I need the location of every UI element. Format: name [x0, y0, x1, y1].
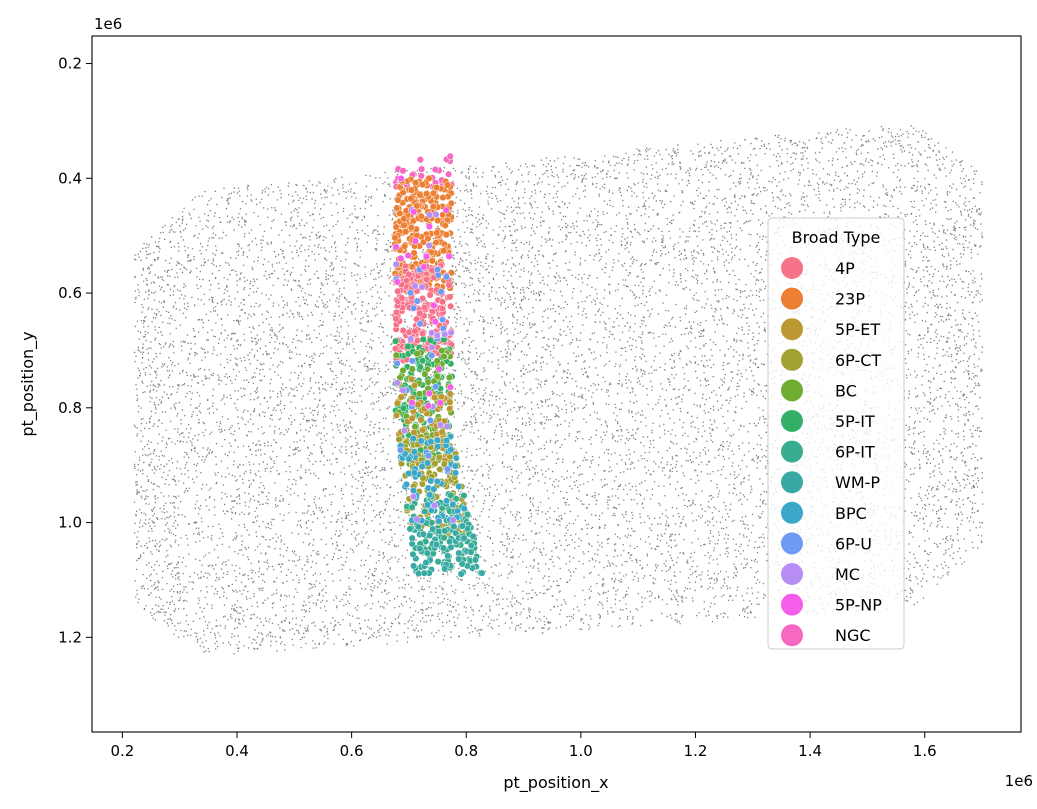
legend-marker: [781, 257, 803, 279]
y-tick-label: 0.4: [58, 169, 82, 187]
legend-title: Broad Type: [792, 228, 881, 247]
legend-marker: [781, 532, 803, 555]
legend-entry-label: MC: [835, 565, 860, 584]
legend-marker: [781, 471, 803, 494]
y-tick-label: 0.6: [58, 284, 82, 302]
legend-entry-label: BC: [835, 381, 857, 400]
x-tick-label: 0.2: [110, 742, 134, 760]
plot-frame: [91, 35, 1022, 733]
y-axis-ticks: 0.2 0.4 0.6 0.8 1.0 1.2: [58, 55, 92, 646]
y-axis-label: pt_position_y: [18, 331, 38, 436]
legend-marker: [781, 410, 803, 432]
legend-entry-label: 6P-U: [835, 534, 872, 553]
x-tick-label: 1.2: [684, 742, 708, 760]
x-tick-label: 0.4: [225, 742, 249, 760]
x-tick-label: 1.4: [798, 742, 822, 760]
legend-marker: [781, 440, 803, 463]
legend-entry-label: 6P-CT: [835, 351, 881, 370]
x-scale-offset-label: 1e6: [1005, 772, 1033, 790]
plot-points: [133, 125, 984, 655]
legend-entry-label: 4P: [835, 259, 855, 278]
legend-entries: 4P 23P 5P-ET 6P-CT BC 5P-IT 6P-IT WM-P BPC 6P-U MC…: [781, 257, 882, 647]
legend-entry-label: NGC: [835, 626, 871, 645]
highlight-points-4p: [391, 261, 455, 366]
legend-marker: [781, 287, 803, 310]
x-axis-label: pt_position_x: [503, 773, 608, 793]
legend-entry-label: 5P-NP: [835, 596, 882, 615]
legend-entry-label: 6P-IT: [835, 443, 875, 462]
highlight-points-mc: [392, 206, 457, 524]
legend-marker: [781, 379, 803, 402]
legend-marker: [781, 563, 803, 585]
legend-marker: [781, 624, 803, 647]
y-tick-label: 0.8: [58, 399, 82, 417]
y-tick-label: 0.2: [58, 55, 82, 73]
legend-entry-label: WM-P: [835, 473, 880, 492]
x-tick-label: 1.6: [913, 742, 937, 760]
legend-entry-label: 23P: [835, 290, 865, 309]
legend-entry-label: BPC: [835, 504, 867, 523]
legend-marker: [781, 593, 803, 616]
legend-entry-label: 5P-ET: [835, 320, 880, 339]
legend-marker: [781, 501, 803, 524]
x-tick-label: 0.8: [454, 742, 478, 760]
highlight-points-wm-p: [406, 519, 486, 578]
legend-marker: [781, 318, 803, 341]
highlight-points-5p-np: [392, 174, 455, 410]
x-axis-ticks: 0.2 0.4 0.6 0.8 1.0 1.2 1.4 1.6: [110, 732, 937, 760]
legend-marker: [781, 348, 803, 371]
y-tick-label: 1.2: [58, 628, 82, 646]
legend: Broad Type 4P 23P 5P-ET 6P-CT BC 5P-IT 6P-IT WM…: [767, 217, 905, 650]
legend-entry-label: 5P-IT: [835, 412, 875, 431]
y-scale-offset-label: 1e6: [94, 15, 122, 33]
x-tick-label: 1.0: [569, 742, 593, 760]
x-tick-label: 0.6: [340, 742, 364, 760]
y-tick-label: 1.0: [58, 514, 82, 532]
highlight-points-bpc: [396, 433, 468, 525]
